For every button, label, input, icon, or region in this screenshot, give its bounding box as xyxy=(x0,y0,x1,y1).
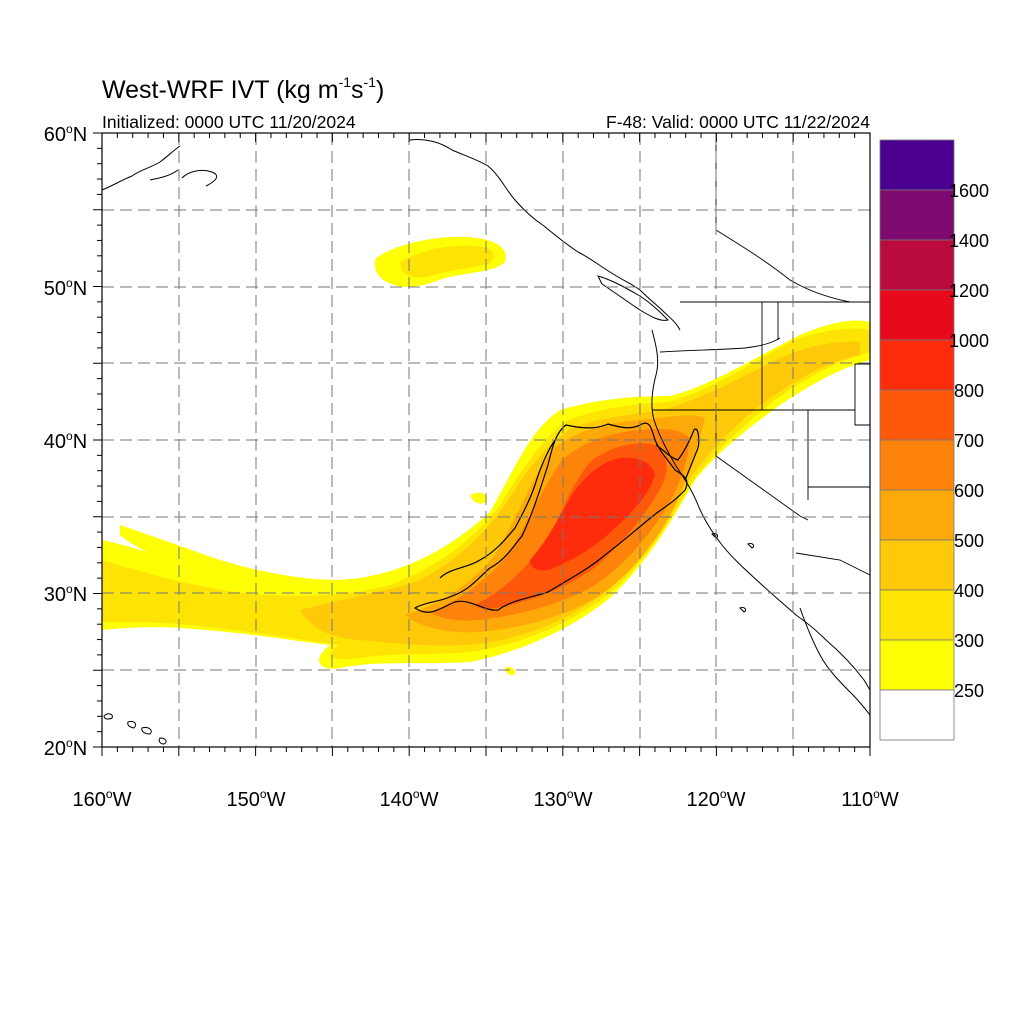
ivt-250-blob-w xyxy=(470,492,487,504)
idaho-border xyxy=(761,302,779,410)
colorbar-boxes xyxy=(879,139,955,741)
colorbar-label: 1400 xyxy=(949,231,989,251)
colorbar-label: 1600 xyxy=(949,181,989,201)
map-panel xyxy=(93,132,871,756)
colorbar-label: 700 xyxy=(954,431,984,451)
colorbar-label: 1000 xyxy=(949,331,989,351)
lat-label-40: 40 xyxy=(44,431,66,453)
us-west-coast xyxy=(651,329,871,691)
lat-label-30: 30 xyxy=(44,584,66,606)
lat-label-50: 50 xyxy=(44,278,66,300)
colorbar-label: 600 xyxy=(954,481,984,501)
california-nevada-border xyxy=(715,410,809,521)
lat-label-20: 20 xyxy=(44,738,66,760)
alaska-coast xyxy=(101,139,579,253)
valid-time-label: F-48: Valid: 0000 UTC 11/22/2024 xyxy=(606,112,870,132)
bc-coast xyxy=(577,251,681,331)
colorbar-swatch xyxy=(879,539,955,591)
canada-interior xyxy=(715,135,851,303)
lon-label-120: 120oW xyxy=(687,787,746,811)
lon-label-130: 130oW xyxy=(534,787,593,811)
colorbar-swatch xyxy=(879,139,955,191)
washington-oregon-border xyxy=(659,337,781,353)
colorbar-label: 400 xyxy=(954,581,984,601)
longitude-labels: 160oW 150oW 140oW 130oW 120oW 110oW xyxy=(73,787,899,811)
lat-hem-20: oN xyxy=(66,736,87,760)
colorbar-labels: 1600 1400 1200 1000 800 700 600 500 400 300 250 xyxy=(949,181,989,701)
colorbar-swatch xyxy=(879,689,955,741)
ivt-250-band-left xyxy=(120,525,340,590)
lat-hem-30: oN xyxy=(66,582,87,606)
colorbar-swatch xyxy=(879,489,955,541)
graticule xyxy=(102,133,870,747)
lon-label-110: 110oW xyxy=(841,787,899,811)
colorbar-swatch xyxy=(879,639,955,691)
figure-title: West-WRF IVT (kg m-1s-1) xyxy=(102,74,384,104)
colorbar-label: 250 xyxy=(954,681,984,701)
lon-label-140: 140oW xyxy=(380,787,439,811)
political-borders xyxy=(652,135,871,576)
colorbar-swatch xyxy=(879,239,955,291)
lon-label-160: 160oW xyxy=(73,787,132,811)
lat-hem-60: oN xyxy=(66,122,87,146)
ivt-800-band xyxy=(530,457,655,571)
colorbar-label: 800 xyxy=(954,381,984,401)
lat-hem-50: oN xyxy=(66,276,87,300)
ivt-250-blob-s xyxy=(505,667,516,676)
lat-hem-40: oN xyxy=(66,429,87,453)
colorbar-swatch xyxy=(879,389,955,441)
colorbar-swatch xyxy=(879,339,955,391)
ivt-core-contour xyxy=(413,422,688,613)
colorbar: 1600 1400 1200 1000 800 700 600 500 400 300 250 xyxy=(879,139,989,741)
axis-ticks xyxy=(93,132,871,756)
colorbar-label: 300 xyxy=(954,631,984,651)
colorbar-swatch xyxy=(879,589,955,641)
wyoming-border xyxy=(854,363,870,426)
coastlines xyxy=(101,139,871,745)
colorbar-label: 500 xyxy=(954,531,984,551)
ivt-shading xyxy=(102,236,870,676)
ivt-300-north-core xyxy=(400,245,494,278)
colorbar-label: 1200 xyxy=(949,281,989,301)
lon-label-150: 150oW xyxy=(227,787,286,811)
colorbar-swatch xyxy=(879,189,955,241)
colorbar-swatch xyxy=(879,289,955,341)
hawaii-islands xyxy=(103,713,167,745)
init-time-label: Initialized: 0000 UTC 11/20/2024 xyxy=(102,112,356,132)
latitude-labels: 60 oN 50 oN 40 oN 30 oN 20 oN xyxy=(44,122,87,760)
lat-label-60: 60 xyxy=(44,124,66,146)
vancouver-island xyxy=(597,275,669,321)
mexico-us-border xyxy=(795,552,871,576)
baja-peninsula xyxy=(799,607,871,716)
colorbar-swatch xyxy=(879,439,955,491)
